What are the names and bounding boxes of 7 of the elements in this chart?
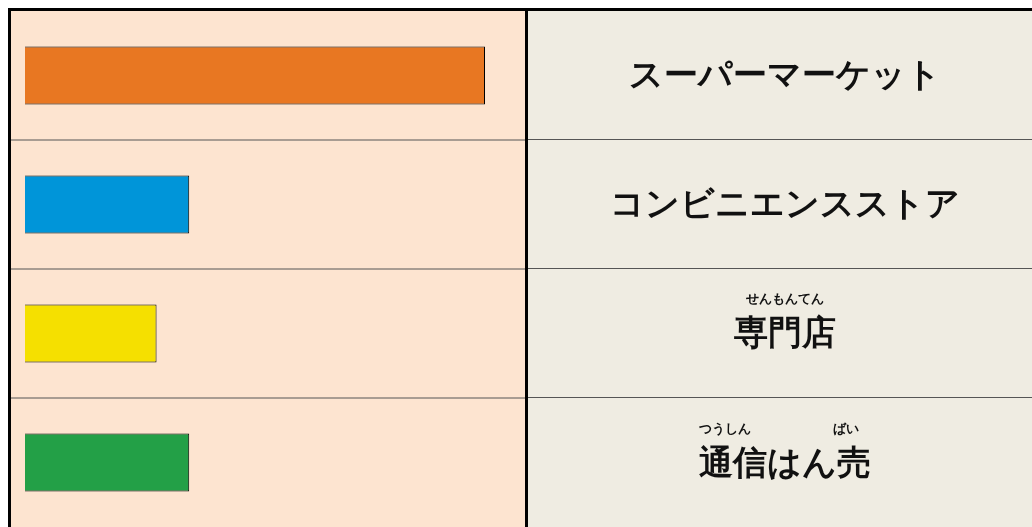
text: つうしん — [698, 419, 751, 438]
text: ばい — [832, 419, 859, 438]
y-tick-label: 専門店 — [733, 311, 836, 354]
text: せんもんてん — [745, 290, 824, 308]
y-tick-label: 通信はん売 — [698, 440, 871, 484]
y-tick-label: コンビニエンスストア — [609, 182, 960, 225]
y-tick-label: スーパーマーケット — [628, 53, 941, 96]
